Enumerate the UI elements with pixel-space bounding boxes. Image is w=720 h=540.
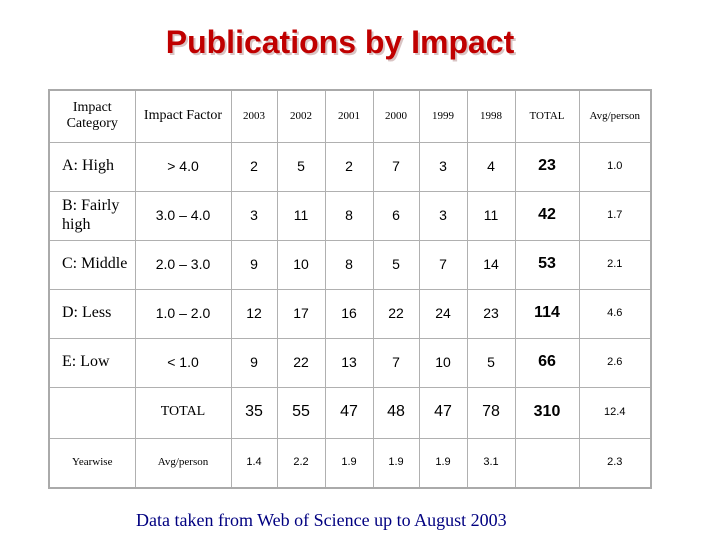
yearwise-value: 1.9 (372, 437, 420, 489)
row-avg: 1.0 (578, 141, 652, 192)
cell-value: 11 (276, 190, 326, 241)
row-total: 114 (514, 288, 580, 339)
cell-value: 7 (372, 337, 420, 388)
header-year: 2001 (324, 89, 374, 143)
publications-table: Impact Category Impact Factor 2003 2002 … (48, 89, 652, 489)
cell-value: 22 (276, 337, 326, 388)
cell-value: 17 (276, 288, 326, 339)
header-impact-category: Impact Category (48, 89, 136, 143)
total-value: 78 (466, 386, 516, 439)
total-value: 47 (324, 386, 374, 439)
cell-value: 5 (466, 337, 516, 388)
row-total: 66 (514, 337, 580, 388)
page-title: Publications by Impact (165, 24, 515, 60)
row-avg: 2.1 (578, 239, 652, 290)
cell-value: 2 (230, 141, 278, 192)
yearwise-sublabel: Avg/person (134, 437, 232, 489)
header-impact-factor: Impact Factor (134, 89, 232, 143)
cell-value: 8 (324, 190, 374, 241)
row-avg: 2.6 (578, 337, 652, 388)
cell-value: 3 (230, 190, 278, 241)
header-total: TOTAL (514, 89, 580, 143)
totals-label: TOTAL (134, 386, 232, 439)
row-total: 53 (514, 239, 580, 290)
row-factor: 3.0 – 4.0 (134, 190, 232, 241)
cell-value: 7 (372, 141, 420, 192)
header-year: 1999 (418, 89, 468, 143)
cell-value: 14 (466, 239, 516, 290)
table-row: B: Fairly high 3.0 – 4.0 3 11 8 6 3 11 4… (48, 190, 652, 241)
cell-value: 10 (276, 239, 326, 290)
yearwise-value: 2.2 (276, 437, 326, 489)
total-value: 35 (230, 386, 278, 439)
totals-row: TOTAL 35 55 47 48 47 78 310 12.4 (48, 386, 652, 439)
cell-value: 24 (418, 288, 468, 339)
grand-total: 310 (514, 386, 580, 439)
yearwise-value: 3.1 (466, 437, 516, 489)
row-category: C: Middle (48, 239, 136, 290)
row-total: 23 (514, 141, 580, 192)
row-avg: 1.7 (578, 190, 652, 241)
yearwise-label: Yearwise (48, 437, 136, 489)
cell-value: 4 (466, 141, 516, 192)
cell-value: 6 (372, 190, 420, 241)
yearwise-total (514, 437, 580, 489)
cell-value: 3 (418, 190, 468, 241)
header-year: 1998 (466, 89, 516, 143)
yearwise-value: 1.9 (324, 437, 374, 489)
table-row: E: Low < 1.0 9 22 13 7 10 5 66 2.6 (48, 337, 652, 388)
cell-value: 5 (276, 141, 326, 192)
yearwise-value: 1.9 (418, 437, 468, 489)
cell-value: 12 (230, 288, 278, 339)
row-category: A: High (48, 141, 136, 192)
row-factor: 2.0 – 3.0 (134, 239, 232, 290)
row-total: 42 (514, 190, 580, 241)
table-row: D: Less 1.0 – 2.0 12 17 16 22 24 23 114 … (48, 288, 652, 339)
header-avg-person: Avg/person (578, 89, 652, 143)
cell-value: 3 (418, 141, 468, 192)
yearwise-value: 1.4 (230, 437, 278, 489)
cell-value: 7 (418, 239, 468, 290)
row-factor: > 4.0 (134, 141, 232, 192)
yearwise-row: Yearwise Avg/person 1.4 2.2 1.9 1.9 1.9 … (48, 437, 652, 489)
total-value: 47 (418, 386, 468, 439)
cell-value: 23 (466, 288, 516, 339)
row-avg: 4.6 (578, 288, 652, 339)
cell-value: 22 (372, 288, 420, 339)
row-factor: 1.0 – 2.0 (134, 288, 232, 339)
cell-value: 5 (372, 239, 420, 290)
empty-cell (48, 386, 136, 439)
total-value: 55 (276, 386, 326, 439)
cell-value: 8 (324, 239, 374, 290)
header-year: 2003 (230, 89, 278, 143)
row-category: D: Less (48, 288, 136, 339)
header-year: 2002 (276, 89, 326, 143)
header-year: 2000 (372, 89, 420, 143)
grand-avg: 12.4 (578, 386, 652, 439)
cell-value: 9 (230, 239, 278, 290)
cell-value: 16 (324, 288, 374, 339)
cell-value: 11 (466, 190, 516, 241)
yearwise-avg: 2.3 (578, 437, 652, 489)
cell-value: 9 (230, 337, 278, 388)
cell-value: 2 (324, 141, 374, 192)
source-note: Data taken from Web of Science up to Aug… (136, 510, 507, 530)
row-category: E: Low (48, 337, 136, 388)
cell-value: 13 (324, 337, 374, 388)
total-value: 48 (372, 386, 420, 439)
cell-value: 10 (418, 337, 468, 388)
table-row: C: Middle 2.0 – 3.0 9 10 8 5 7 14 53 2.1 (48, 239, 652, 290)
header-row: Impact Category Impact Factor 2003 2002 … (48, 89, 652, 143)
row-category: B: Fairly high (48, 190, 136, 241)
row-factor: < 1.0 (134, 337, 232, 388)
table-row: A: High > 4.0 2 5 2 7 3 4 23 1.0 (48, 141, 652, 192)
